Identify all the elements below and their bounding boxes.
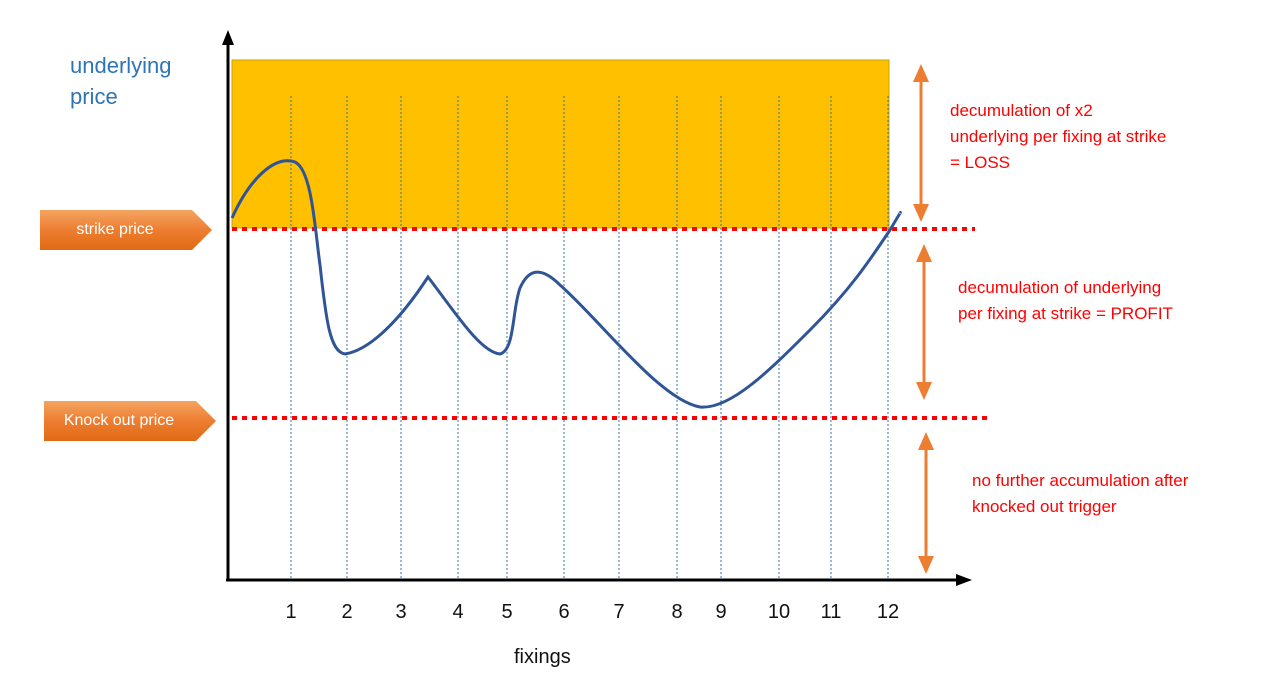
x-tick-label: 3 xyxy=(395,601,407,623)
knockout-annotation: no further accumulation after knocked ou… xyxy=(972,468,1188,520)
knockout-range-arrow xyxy=(918,432,934,574)
x-axis-title: fixings xyxy=(514,646,571,668)
knockout-price-tag: Knock out price xyxy=(44,401,216,441)
profit-annotation: decumulation of underlying per fixing at… xyxy=(958,275,1173,327)
axes xyxy=(222,30,972,586)
fixing-lines xyxy=(290,96,889,580)
annotation-line: decumulation of x2 xyxy=(950,101,1093,120)
knockout-price-tag-shape xyxy=(44,401,216,441)
x-tick-label: 10 xyxy=(767,601,791,623)
x-tick-label: 9 xyxy=(715,601,727,623)
strike-price-tag: strike price xyxy=(40,210,212,250)
loss-zone xyxy=(231,59,890,229)
x-tick-label: 5 xyxy=(501,601,513,623)
x-tick-label: 7 xyxy=(613,601,625,623)
underlying-price-path xyxy=(230,159,902,409)
x-tick-label: 11 xyxy=(820,601,842,623)
strike-price-tag-shape xyxy=(40,210,212,250)
loss-range-arrow xyxy=(913,64,929,222)
x-tick-label: 12 xyxy=(876,601,900,623)
annotation-line: = LOSS xyxy=(950,153,1011,172)
annotation-line: knocked out trigger xyxy=(972,497,1117,516)
x-tick-label: 2 xyxy=(341,601,353,623)
x-tick-label: 4 xyxy=(452,601,464,623)
x-axis-arrowhead xyxy=(956,574,972,586)
profit-range-arrow xyxy=(916,244,932,400)
strike-price-label: strike price xyxy=(76,221,154,238)
annotation-line: no further accumulation after xyxy=(972,471,1189,490)
y-axis-title: underlying price xyxy=(70,53,172,109)
annotation-line: underlying per fixing at strike xyxy=(950,127,1167,146)
y-axis-arrowhead xyxy=(222,30,234,45)
annotation-line: decumulation of underlying xyxy=(958,278,1162,297)
loss-annotation: decumulation of x2 underlying per fixing… xyxy=(950,98,1166,176)
knockout-price-label: Knock out price xyxy=(63,412,175,429)
x-tick-label: 1 xyxy=(285,601,297,623)
x-tick-label: 6 xyxy=(558,601,570,623)
x-tick-label: 8 xyxy=(671,601,683,623)
annotation-line: per fixing at strike = PROFIT xyxy=(958,304,1173,323)
